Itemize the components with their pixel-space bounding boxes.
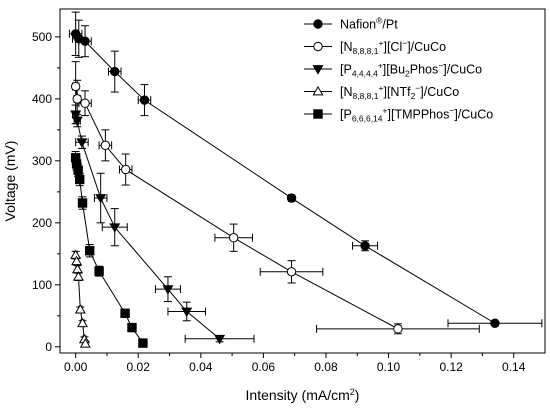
data-point [120,308,130,319]
legend: Nafion®/Pt [N8,8,8,1+][Cl−]/CuCo [P4,4,4,4… [304,16,493,124]
y-tick-label: 200 [32,216,52,230]
y-axis-title: Voltage (mV) [2,141,18,222]
data-point [214,334,226,345]
data-point [77,317,89,328]
legend-marker [313,19,323,29]
legend-item-4: [N8,8,8,1+][NTf2−]/CuCo [304,83,459,101]
y-tick-label: 0 [45,340,52,354]
data-point [74,303,86,314]
y-tick-label: 100 [32,278,52,292]
data-point [72,271,84,281]
data-point [360,241,370,251]
error-bar [108,50,122,93]
data-point [181,307,193,318]
data-point [79,338,91,348]
data-point [228,233,239,243]
data-point [70,110,82,120]
series-3 [70,104,255,345]
legend-item-3: [P4,4,4,4+][Bu2Phos−]/CuCo [304,61,482,79]
y-tick-label: 400 [32,92,52,106]
data-point [80,98,90,108]
legend-label: [P6,6,6,14+][TMPPhos−]/CuCo [340,106,493,124]
legend-label: [P4,4,4,4+][Bu2Phos−]/CuCo [340,61,482,79]
data-point [94,266,104,276]
series-line [75,114,220,340]
data-point [109,223,121,233]
data-point [110,66,120,77]
series-2 [70,61,480,335]
data-point [139,95,150,105]
plot-frame [59,8,546,354]
data-point [76,138,88,148]
legend-marker [313,41,323,52]
data-point [85,246,95,256]
data-point [138,338,148,348]
data-point [162,285,174,295]
y-tick-label: 300 [32,154,52,168]
data-point [72,263,84,274]
legend-item-1: Nafion®/Pt [304,16,398,32]
series-line [75,33,496,324]
series-5 [70,151,148,348]
x-tick-label: 0.14 [502,360,526,374]
series-1 [68,11,543,328]
legend-item-2: [N8,8,8,1+][Cl−]/CuCo [304,38,446,56]
data-point [393,324,403,334]
x-tick-label: 0.10 [377,360,401,374]
data-point [77,198,88,208]
axes-layer: 0.00 0.02 0.04 0.06 0.08 0.10 0.12 0.14 0 100 200 3… [32,30,526,374]
legend-label: [N8,8,8,1+][NTf2−]/CuCo [340,83,459,101]
x-tick-label: 0.06 [252,360,276,374]
plot-layer [68,11,543,348]
data-point [72,94,82,104]
data-point [71,255,83,266]
legend-item-5: [P6,6,6,14+][TMPPhos−]/CuCo [304,106,493,124]
data-point [73,165,83,175]
legend-label: [N8,8,8,1+][Cl−]/CuCo [340,38,446,56]
x-tick-label: 0.02 [127,360,151,374]
data-point [70,81,81,92]
data-point [286,193,297,203]
data-point [121,164,131,175]
data-point [100,140,111,151]
legend-marker [312,85,324,96]
data-point [490,318,500,328]
data-point [127,322,137,333]
x-tick-label: 0.12 [439,360,463,374]
x-tick-label: 0.08 [314,360,338,374]
x-tick-label: 0.04 [189,360,213,374]
legend-label: Nafion®/Pt [340,16,398,32]
data-point [75,174,85,185]
data-point [286,267,297,277]
data-point [80,36,90,46]
data-point [95,194,107,204]
series-line [75,86,399,330]
x-axis-title: Intensity (mA/cm2) [246,387,360,403]
legend-marker [313,109,323,119]
y-tick-label: 500 [32,30,52,44]
legend-marker [312,65,324,75]
x-tick-label: 0.00 [64,360,88,374]
series-4 [70,249,91,348]
data-point [71,116,83,127]
